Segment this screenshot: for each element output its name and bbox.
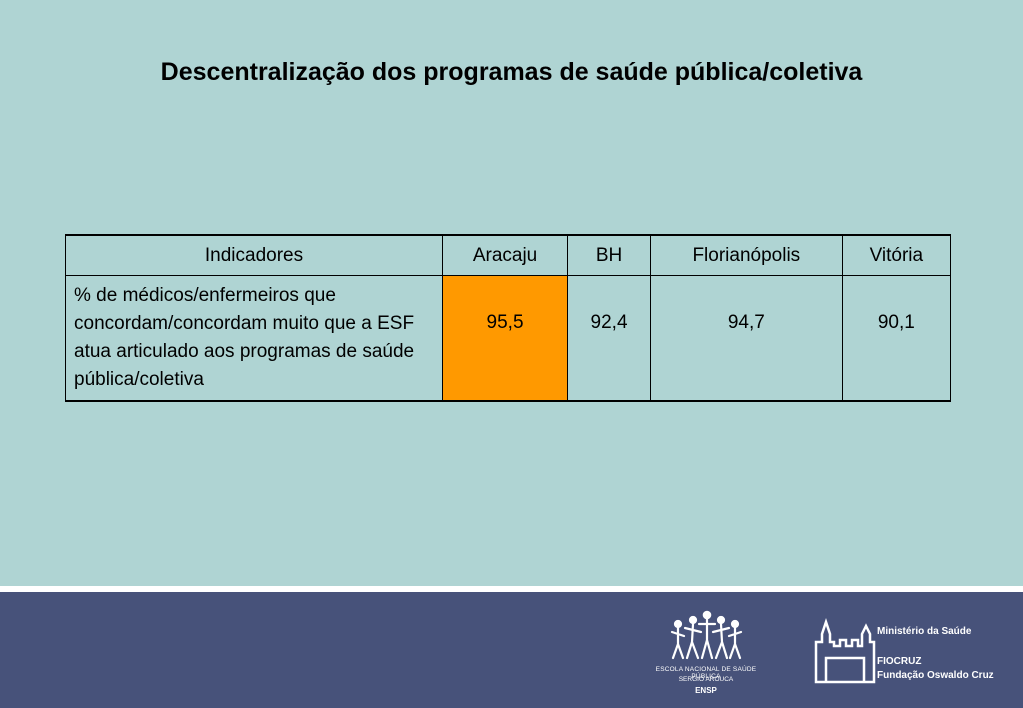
table-row: % de médicos/enfermeiros que concordam/c… — [65, 275, 952, 402]
value-cell-bh: 92,4 — [567, 275, 652, 402]
col-header-indicadores: Indicadores — [65, 234, 443, 276]
fundacao-label: Fundação Oswaldo Cruz — [877, 670, 994, 681]
fiocruz-castle-icon — [814, 618, 876, 684]
value-cell-florianopolis: 94,7 — [650, 275, 843, 402]
value-cell-aracaju: 95,5 — [441, 275, 569, 402]
col-header-florianopolis: Florianópolis — [650, 234, 843, 276]
indicator-cell: % de médicos/enfermeiros que concordam/c… — [65, 275, 443, 402]
col-header-aracaju: Aracaju — [441, 234, 569, 276]
table-header-row: Indicadores Aracaju BH Florianópolis Vit… — [65, 234, 952, 276]
fiocruz-label: FIOCRUZ — [877, 656, 922, 667]
ensp-acronym: ENSP — [695, 686, 717, 695]
ministerio-label: Ministério da Saúde — [877, 626, 972, 637]
value-cell-vitoria: 90,1 — [841, 275, 952, 402]
ensp-name-line2: SERGIO AROUCA — [678, 676, 734, 683]
footer-divider — [0, 586, 1023, 592]
ensp-logo: ESCOLA NACIONAL DE SAÚDE PÚBLICA SERGIO … — [650, 610, 762, 705]
footer-bar — [0, 592, 1023, 708]
col-header-bh: BH — [567, 234, 652, 276]
col-header-vitoria: Vitória — [841, 234, 952, 276]
ensp-name-line1: ESCOLA NACIONAL DE SAÚDE PÚBLICA — [655, 666, 757, 680]
slide-title: Descentralização dos programas de saúde … — [160, 58, 863, 86]
indicator-table: Indicadores Aracaju BH Florianópolis Vit… — [65, 234, 952, 402]
ensp-figures-icon — [670, 610, 743, 660]
